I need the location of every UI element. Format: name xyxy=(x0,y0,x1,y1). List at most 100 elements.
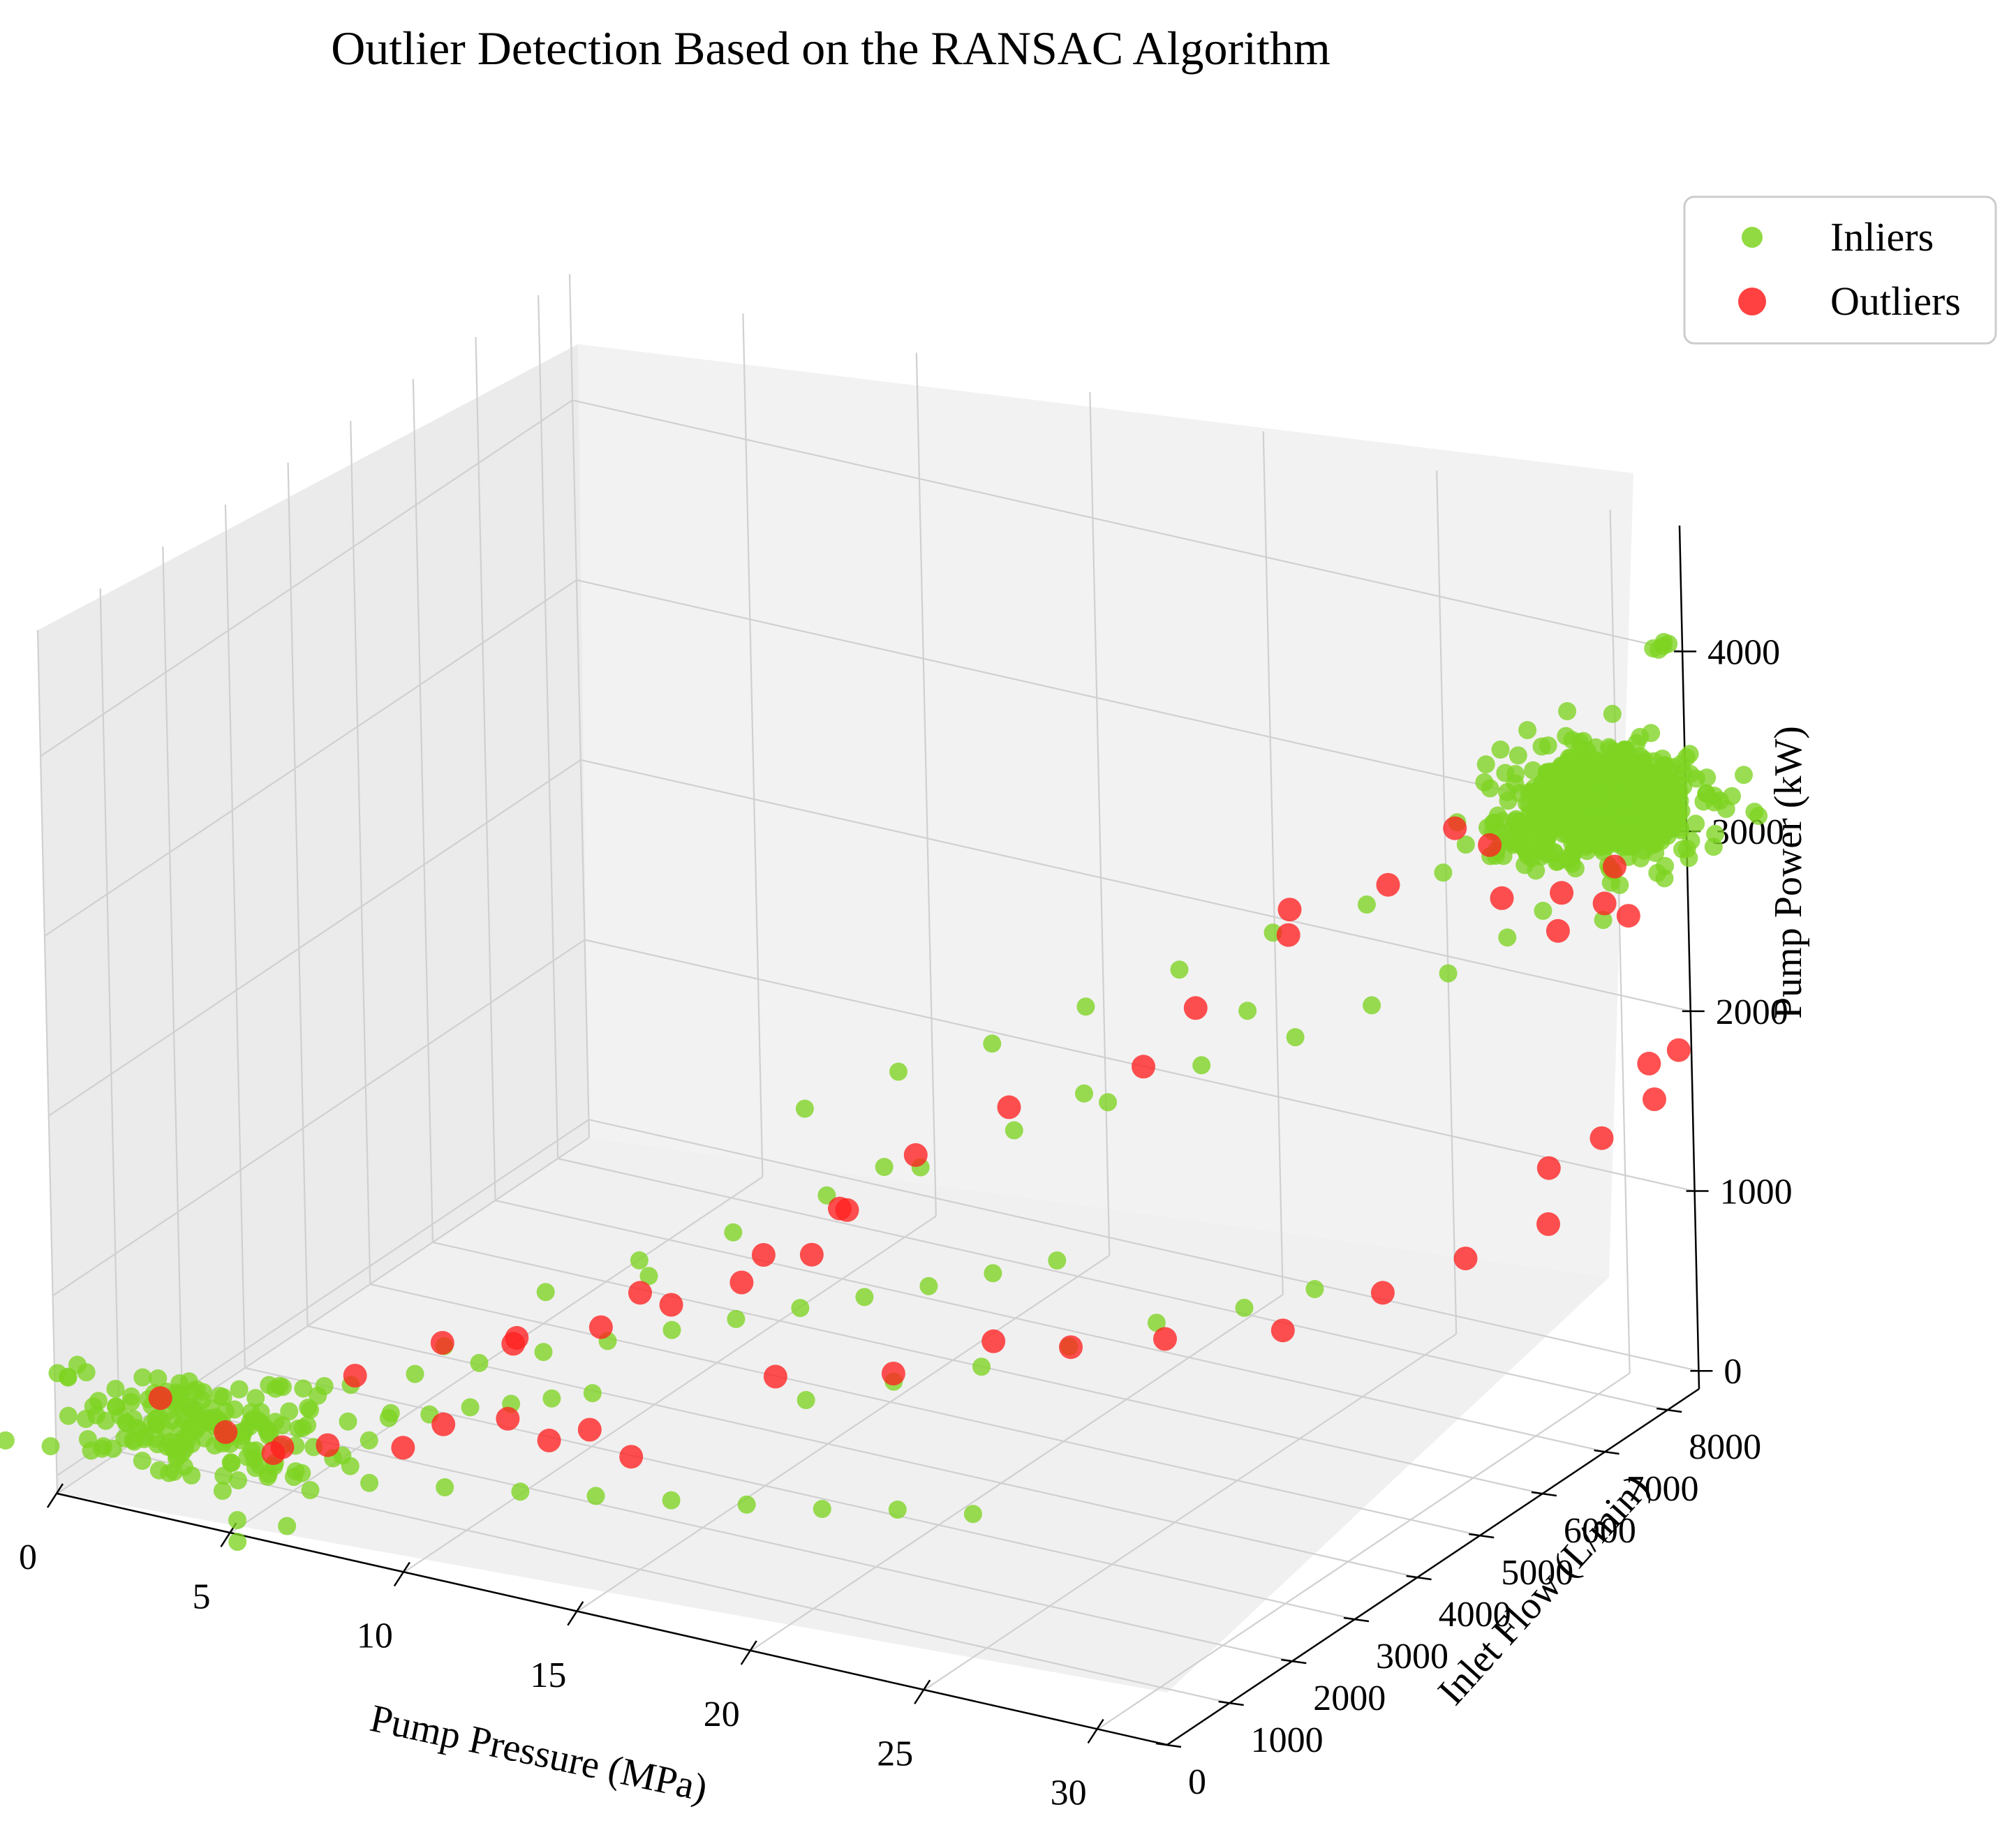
inlier-point-288 xyxy=(1476,755,1495,774)
inlier-point-1010 xyxy=(233,1427,252,1445)
x-tick-label-1: 5 xyxy=(192,1577,210,1616)
inlier-point-949 xyxy=(230,1380,249,1399)
inlier-point-948 xyxy=(106,1380,125,1398)
x-tick-6 xyxy=(1087,1718,1104,1744)
grid-x-floor-1 xyxy=(230,1176,764,1534)
x-tick-label-5: 25 xyxy=(877,1734,913,1773)
y-axis-line xyxy=(1166,1387,1700,1746)
y-tick-label-8: 8000 xyxy=(1689,1427,1761,1467)
outlier-point-48 xyxy=(1592,891,1617,916)
inlier-point-901 xyxy=(133,1452,151,1470)
y-tick-7 xyxy=(1594,1449,1620,1455)
inlier-point-938 xyxy=(286,1462,305,1481)
outlier-point-8 xyxy=(537,1428,561,1452)
y-tick-label-2: 2000 xyxy=(1313,1679,1386,1718)
grid-x-back-0 xyxy=(568,274,591,1138)
inlier-point-842 xyxy=(1585,826,1604,845)
inlier-point-1002 xyxy=(198,1413,216,1432)
outlier-point-27 xyxy=(1276,923,1300,947)
inlier-point-1012 xyxy=(164,1440,183,1459)
inlier-point-873 xyxy=(213,1482,232,1500)
grid-x-back-5 xyxy=(1436,470,1458,1334)
outlier-point-12 xyxy=(430,1331,454,1355)
inlier-point-857 xyxy=(0,1431,15,1450)
grid-z-left-4 xyxy=(40,399,573,757)
z-tick-label-2: 2000 xyxy=(1716,992,1788,1032)
outlier-point-11 xyxy=(343,1364,367,1387)
y-tick-4 xyxy=(1406,1575,1432,1581)
data-points xyxy=(0,632,1768,1552)
y-tick-label-0: 0 xyxy=(1188,1762,1206,1802)
y-tick-label-7: 7000 xyxy=(1626,1469,1699,1509)
inlier-point-762 xyxy=(1525,778,1544,797)
outlier-point-7 xyxy=(496,1406,520,1431)
outlier-point-25 xyxy=(1132,1055,1155,1079)
outlier-point-46 xyxy=(1603,854,1626,879)
series-outliers xyxy=(148,816,1691,1469)
inlier-point-14 xyxy=(406,1364,424,1383)
outlier-point-26 xyxy=(1183,996,1208,1020)
inlier-point-1011 xyxy=(278,1517,297,1535)
outlier-point-24 xyxy=(997,1095,1021,1119)
outlier-point-23 xyxy=(903,1143,928,1167)
inlier-point-929 xyxy=(228,1511,246,1529)
inlier-point-746 xyxy=(1667,801,1686,819)
x-tick-5 xyxy=(914,1679,931,1704)
grid-y-left-7 xyxy=(475,336,496,1201)
grid-y-left-0 xyxy=(36,630,59,1494)
outlier-point-33 xyxy=(1153,1327,1177,1351)
inlier-point-22 xyxy=(919,1277,938,1295)
legend-marker-inliers xyxy=(1742,227,1763,248)
pane-left xyxy=(38,344,588,1494)
outlier-point-45 xyxy=(1550,881,1574,905)
inlier-point-165 xyxy=(1603,704,1622,723)
outlier-point-0 xyxy=(148,1386,172,1411)
inlier-point-1000 xyxy=(214,1387,232,1406)
inlier-point-740 xyxy=(1670,819,1689,838)
x-axis-label: Pump Pressure (MPa) xyxy=(366,1697,711,1810)
inlier-point-39 xyxy=(889,1062,907,1081)
z-tick-label-0: 0 xyxy=(1724,1352,1742,1392)
inlier-point-997 xyxy=(147,1415,165,1434)
inlier-point-18 xyxy=(662,1320,681,1339)
y-tick-label-1: 1000 xyxy=(1251,1720,1324,1760)
inlier-point-1016 xyxy=(181,1397,200,1415)
z-axis-label: Pump Power (kW) xyxy=(1767,726,1810,1019)
inlier-point-839 xyxy=(1484,813,1503,832)
outlier-point-42 xyxy=(1666,1038,1691,1062)
inlier-point-36 xyxy=(1498,928,1517,947)
inlier-point-932 xyxy=(103,1439,122,1458)
inlier-point-71 xyxy=(1594,911,1613,930)
inlier-point-402 xyxy=(1524,761,1543,780)
inlier-point-116 xyxy=(1518,721,1537,740)
inlier-point-68 xyxy=(1075,1084,1093,1103)
inlier-point-58 xyxy=(796,1391,815,1409)
inlier-point-34 xyxy=(1363,996,1381,1015)
y-tick-2 xyxy=(1281,1658,1307,1665)
outlier-point-6 xyxy=(431,1412,456,1436)
y-tick-label-5: 5000 xyxy=(1501,1553,1573,1593)
inlier-point-760 xyxy=(1635,750,1654,769)
inlier-point-1006 xyxy=(246,1389,265,1408)
inlier-point-989 xyxy=(149,1369,168,1387)
grid-x-back-6 xyxy=(1609,509,1631,1374)
inlier-point-774 xyxy=(1580,800,1599,819)
inlier-point-733 xyxy=(1532,737,1551,756)
outlier-point-31 xyxy=(981,1329,1006,1353)
inlier-point-862 xyxy=(280,1402,299,1421)
inlier-point-293 xyxy=(1656,856,1674,875)
inlier-point-902 xyxy=(133,1368,152,1387)
inlier-point-941 xyxy=(294,1379,313,1398)
grid-z-left-1 xyxy=(52,939,586,1297)
inlier-point-955 xyxy=(214,1466,233,1485)
y-tick-5 xyxy=(1469,1533,1495,1539)
inlier-point-700 xyxy=(1697,784,1716,803)
outlier-point-4 xyxy=(316,1433,340,1457)
inlier-point-1015 xyxy=(309,1386,327,1405)
inlier-point-40 xyxy=(983,1034,1002,1053)
inlier-point-771 xyxy=(1636,774,1655,793)
legend-marker-outliers xyxy=(1738,288,1766,315)
grid-z-back-4 xyxy=(572,399,1683,653)
outlier-point-22 xyxy=(828,1196,852,1221)
